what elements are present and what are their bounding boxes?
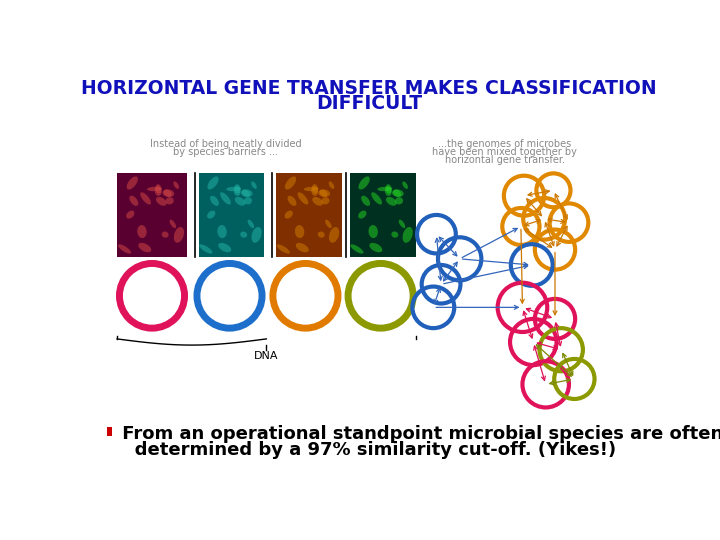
Text: horizontal gene transfer.: horizontal gene transfer. — [445, 155, 564, 165]
Bar — [276, 173, 342, 257]
Ellipse shape — [385, 184, 392, 193]
Ellipse shape — [329, 227, 339, 243]
Ellipse shape — [155, 186, 162, 196]
Text: DIFFICULT: DIFFICULT — [316, 94, 422, 113]
Ellipse shape — [244, 197, 252, 205]
Text: From an operational standpoint microbial species are often: From an operational standpoint microbial… — [116, 425, 720, 443]
Ellipse shape — [174, 181, 179, 189]
Ellipse shape — [402, 181, 408, 189]
Ellipse shape — [240, 190, 253, 197]
Text: have been mixed together by: have been mixed together by — [432, 147, 577, 157]
Ellipse shape — [234, 184, 240, 193]
Ellipse shape — [312, 197, 323, 206]
Ellipse shape — [156, 184, 161, 193]
Ellipse shape — [320, 190, 328, 197]
Ellipse shape — [329, 181, 334, 189]
Ellipse shape — [385, 186, 392, 196]
Ellipse shape — [140, 192, 151, 205]
Ellipse shape — [297, 192, 308, 205]
Ellipse shape — [318, 232, 325, 238]
Text: HORIZONTAL GENE TRANSFER MAKES CLASSIFICATION: HORIZONTAL GENE TRANSFER MAKES CLASSIFIC… — [81, 79, 657, 98]
Ellipse shape — [325, 220, 332, 228]
Ellipse shape — [226, 187, 241, 191]
Ellipse shape — [321, 197, 330, 205]
Ellipse shape — [163, 190, 174, 197]
Ellipse shape — [170, 220, 176, 228]
Bar — [117, 173, 187, 257]
Text: determined by a 97% similarity cut-off. (Yikes!): determined by a 97% similarity cut-off. … — [116, 441, 616, 458]
Ellipse shape — [126, 211, 135, 219]
Ellipse shape — [166, 197, 174, 205]
Ellipse shape — [138, 225, 147, 238]
Ellipse shape — [369, 243, 382, 252]
Ellipse shape — [217, 225, 227, 238]
Ellipse shape — [393, 190, 401, 197]
Ellipse shape — [285, 177, 296, 190]
Ellipse shape — [240, 232, 247, 238]
Ellipse shape — [351, 244, 364, 254]
Ellipse shape — [318, 190, 330, 197]
Ellipse shape — [127, 177, 138, 190]
Ellipse shape — [312, 184, 318, 193]
Ellipse shape — [207, 177, 219, 190]
Bar — [199, 173, 264, 257]
Ellipse shape — [377, 187, 392, 191]
Text: ...the genomes of microbes: ...the genomes of microbes — [438, 139, 571, 150]
Ellipse shape — [218, 243, 231, 252]
Text: by species barriers ...: by species barriers ... — [173, 147, 278, 157]
Ellipse shape — [162, 232, 168, 238]
Ellipse shape — [395, 197, 403, 205]
Ellipse shape — [210, 195, 219, 206]
Ellipse shape — [284, 211, 293, 219]
Bar — [350, 173, 415, 257]
Ellipse shape — [251, 227, 261, 243]
Text: Instead of being neatly divided: Instead of being neatly divided — [150, 139, 302, 150]
Ellipse shape — [174, 227, 184, 243]
Ellipse shape — [386, 197, 397, 206]
Ellipse shape — [295, 225, 305, 238]
Ellipse shape — [399, 220, 405, 228]
Ellipse shape — [220, 192, 231, 205]
Ellipse shape — [235, 197, 246, 206]
Text: DNA: DNA — [254, 351, 279, 361]
Ellipse shape — [130, 195, 138, 206]
Ellipse shape — [138, 243, 151, 252]
Ellipse shape — [392, 232, 398, 238]
Ellipse shape — [304, 187, 319, 191]
Ellipse shape — [199, 244, 212, 254]
Ellipse shape — [311, 186, 318, 196]
Ellipse shape — [359, 177, 370, 190]
Ellipse shape — [147, 187, 162, 191]
Ellipse shape — [359, 211, 366, 219]
Ellipse shape — [156, 197, 166, 206]
Ellipse shape — [234, 186, 240, 196]
Ellipse shape — [287, 195, 297, 206]
Bar — [107, 427, 112, 436]
Ellipse shape — [361, 195, 370, 206]
Ellipse shape — [163, 190, 171, 197]
Ellipse shape — [248, 220, 254, 228]
Ellipse shape — [276, 244, 290, 254]
Ellipse shape — [207, 211, 215, 219]
Ellipse shape — [242, 190, 250, 197]
Ellipse shape — [296, 243, 309, 252]
Ellipse shape — [251, 181, 257, 189]
Ellipse shape — [392, 190, 404, 197]
Ellipse shape — [372, 192, 382, 205]
Ellipse shape — [369, 225, 378, 238]
Ellipse shape — [402, 227, 413, 243]
Ellipse shape — [118, 244, 131, 254]
